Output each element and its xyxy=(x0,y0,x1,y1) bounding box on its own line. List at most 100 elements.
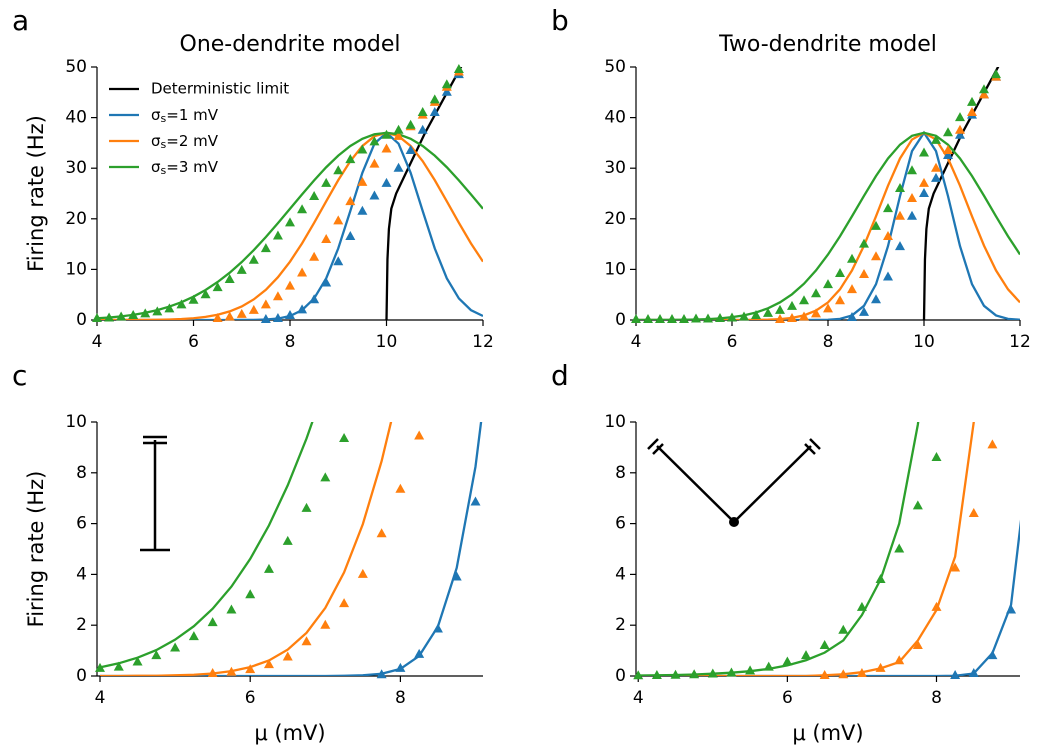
simulation-marker xyxy=(703,313,713,323)
simulation-marker xyxy=(309,251,320,261)
simulation-marker xyxy=(405,144,416,154)
simulation-marker xyxy=(272,230,283,240)
simulation-marker xyxy=(883,203,893,213)
x-tick-label: 4 xyxy=(633,688,644,708)
simulation-marker xyxy=(651,669,662,679)
simulation-marker xyxy=(226,666,237,676)
y-tick-label: 40 xyxy=(604,108,626,128)
simulation-marker xyxy=(188,294,199,304)
y-tick-label: 50 xyxy=(65,57,87,77)
curve xyxy=(100,422,483,676)
y-tick-label: 10 xyxy=(604,259,626,279)
curve xyxy=(638,422,975,676)
simulation-marker xyxy=(152,306,163,316)
simulation-marker xyxy=(297,267,308,277)
simulation-marker xyxy=(955,124,965,134)
simulation-marker xyxy=(393,124,404,134)
simulation-marker xyxy=(819,640,830,650)
simulation-marker xyxy=(260,313,271,323)
panel-label: a xyxy=(12,4,29,37)
simulation-marker xyxy=(321,234,332,244)
simulation-marker xyxy=(894,655,905,665)
y-tick-label: 30 xyxy=(604,158,626,178)
simulation-marker xyxy=(405,119,416,129)
simulation-marker xyxy=(895,210,905,220)
simulation-marker xyxy=(811,288,821,298)
simulation-marker xyxy=(92,312,102,322)
simulation-marker xyxy=(751,309,761,319)
simulation-marker xyxy=(345,154,356,164)
simulation-marker xyxy=(369,158,380,168)
y-tick-label: 10 xyxy=(604,412,626,432)
y-tick-label: 2 xyxy=(615,615,626,635)
simulation-marker xyxy=(968,507,979,517)
simulation-marker xyxy=(799,311,809,321)
simulation-marker xyxy=(835,295,845,305)
simulation-marker xyxy=(260,299,271,309)
simulation-marker xyxy=(679,313,689,323)
simulation-marker xyxy=(339,433,350,443)
legend-label: σs=1 mV xyxy=(151,106,219,126)
simulation-marker xyxy=(381,143,392,153)
simulation-marker xyxy=(931,601,942,611)
simulation-marker xyxy=(339,598,350,608)
simulation-marker xyxy=(212,312,223,322)
simulation-marker xyxy=(104,312,115,322)
simulation-marker xyxy=(931,172,941,182)
simulation-marker xyxy=(856,601,867,611)
simulation-marker xyxy=(395,662,406,672)
y-tick-label: 20 xyxy=(65,209,87,229)
simulation-marker xyxy=(968,667,979,677)
simulation-marker xyxy=(116,311,127,321)
simulation-marker xyxy=(376,528,387,538)
simulation-marker xyxy=(224,274,235,284)
panel-label: d xyxy=(551,359,569,392)
simulation-marker xyxy=(838,669,849,679)
simulation-marker xyxy=(955,129,965,139)
simulation-marker xyxy=(987,650,998,660)
simulation-marker xyxy=(967,96,977,106)
soma xyxy=(729,517,739,527)
simulation-marker xyxy=(871,251,881,261)
simulation-marker xyxy=(912,640,923,650)
simulation-marker xyxy=(859,306,869,316)
y-tick-label: 10 xyxy=(65,412,87,432)
simulation-marker xyxy=(282,535,293,545)
x-tick-label: 8 xyxy=(931,688,942,708)
simulation-marker xyxy=(417,107,428,117)
simulation-marker xyxy=(1006,604,1017,614)
simulation-marker xyxy=(763,661,774,671)
simulation-marker xyxy=(715,312,725,322)
curve xyxy=(636,130,1020,320)
x-tick-label: 4 xyxy=(631,332,642,352)
x-tick-label: 6 xyxy=(727,332,738,352)
simulation-marker xyxy=(835,267,845,277)
simulation-marker xyxy=(263,563,274,573)
simulation-marker xyxy=(745,665,756,675)
simulation-marker xyxy=(282,651,293,661)
simulation-marker xyxy=(297,304,308,314)
simulation-marker xyxy=(113,661,124,671)
simulation-marker xyxy=(170,642,181,652)
x-tick-label: 10 xyxy=(376,332,398,352)
simulation-marker xyxy=(823,303,833,313)
simulation-marker xyxy=(912,500,923,510)
y-tick-label: 6 xyxy=(615,514,626,534)
simulation-marker xyxy=(991,69,1001,79)
simulation-marker xyxy=(895,241,905,251)
simulation-marker xyxy=(414,430,425,440)
simulation-marker xyxy=(919,177,929,187)
simulation-marker xyxy=(333,256,344,266)
simulation-marker xyxy=(285,217,295,227)
y-tick-label: 6 xyxy=(76,514,87,534)
simulation-marker xyxy=(689,669,700,679)
dendrite-cap xyxy=(647,438,659,450)
simulation-marker xyxy=(931,162,941,172)
dendrite-cap xyxy=(804,443,816,455)
simulation-marker xyxy=(309,294,320,304)
simulation-marker xyxy=(381,129,392,139)
y-tick-label: 0 xyxy=(615,310,626,330)
simulation-marker xyxy=(667,313,677,323)
